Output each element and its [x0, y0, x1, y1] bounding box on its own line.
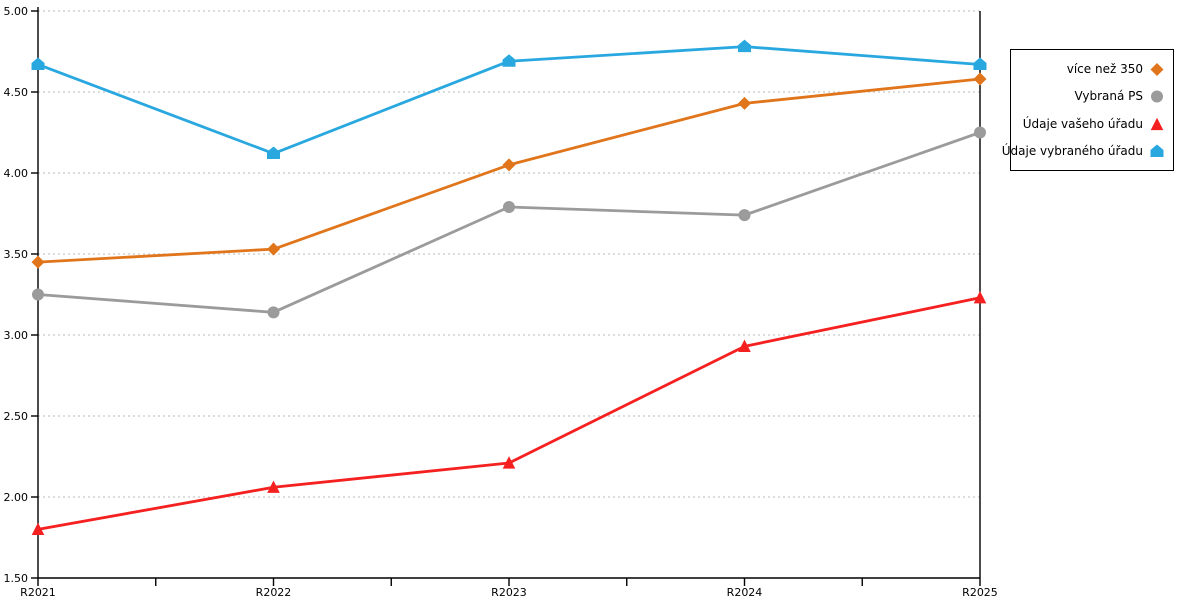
circle-marker — [267, 306, 280, 319]
pentagon-marker — [502, 54, 516, 67]
circle-marker — [738, 209, 751, 222]
triangle-marker — [31, 522, 45, 535]
legend-pentagon-icon — [1150, 144, 1164, 158]
circle-marker — [1151, 90, 1163, 103]
y-tick-label: 3.00 — [4, 329, 29, 342]
diamond-marker — [738, 96, 751, 110]
legend-item: Údaje vašeho úřadu — [1019, 116, 1165, 132]
y-tick-label: 2.00 — [4, 491, 29, 504]
triangle-marker — [267, 480, 280, 493]
y-tick-label: 3.50 — [4, 248, 29, 261]
legend-item: více než 350 — [1019, 61, 1165, 77]
diamond-marker — [502, 158, 516, 172]
legend-diamond-icon — [1150, 62, 1164, 76]
y-tick-label: 2.50 — [4, 410, 29, 423]
legend-item: Vybraná PS — [1019, 88, 1165, 104]
y-tick-label: 4.00 — [4, 167, 29, 180]
circle-marker — [974, 126, 986, 139]
series-line — [36, 296, 982, 531]
x-tick-label: R2021 — [20, 586, 56, 599]
legend-circle-icon — [1151, 90, 1163, 103]
legend-item-label: Vybraná PS — [1074, 89, 1143, 104]
legend-item-label: více než 350 — [1066, 61, 1143, 76]
x-tick-label: R2022 — [256, 586, 292, 599]
legend-item-label: Údaje vybraného úřadu — [1001, 144, 1143, 159]
diamond-marker — [31, 255, 45, 269]
triangle-marker — [502, 456, 516, 469]
pentagon-marker — [1150, 144, 1164, 158]
triangle-marker — [1150, 117, 1164, 130]
diamond-marker — [973, 72, 987, 86]
pentagon-marker — [267, 146, 280, 160]
diamond-marker — [1150, 62, 1164, 76]
pentagon-marker — [973, 57, 987, 70]
diamond-marker — [267, 242, 280, 256]
y-tick-label: 4.50 — [4, 86, 29, 99]
legend-triangle-icon — [1150, 117, 1164, 130]
circle-marker — [32, 288, 44, 301]
y-tick-label: 5.00 — [4, 5, 29, 18]
x-tick-label: R2023 — [491, 586, 527, 599]
circle-marker — [503, 201, 515, 214]
legend: více než 350 Vybraná PS Údaje vašeho úřadu… — [1002, 49, 1174, 171]
triangle-marker — [738, 339, 751, 352]
pentagon-marker — [31, 57, 45, 70]
legend-item: Údaje vybraného úřadu — [1002, 143, 1165, 159]
y-tick-label: 1.50 — [4, 572, 29, 585]
x-tick-label: R2025 — [962, 586, 998, 599]
legend-item-label: Údaje vašeho úřadu — [1022, 116, 1143, 131]
x-tick-label: R2024 — [727, 586, 763, 599]
triangle-marker — [973, 290, 987, 304]
pentagon-marker — [738, 39, 751, 53]
